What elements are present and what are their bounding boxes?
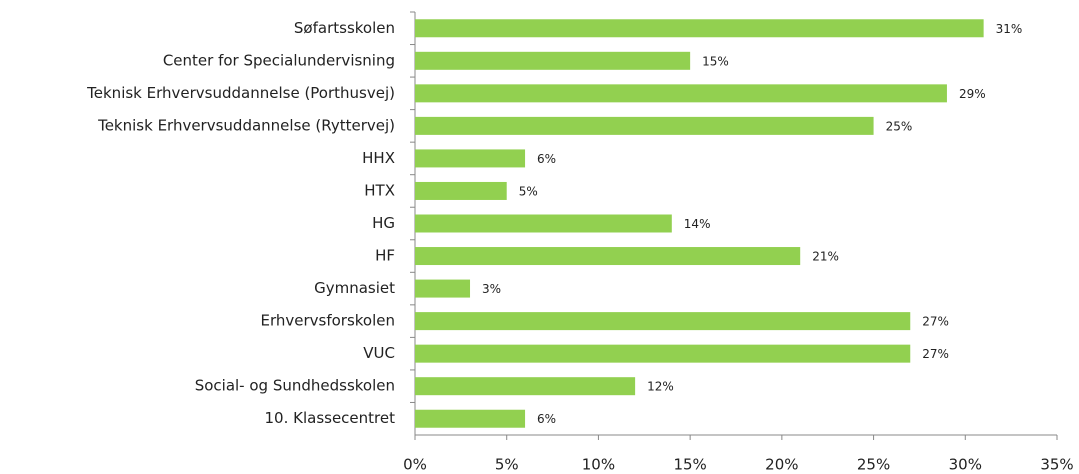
y-tick-label: Gymnasiet	[314, 279, 395, 297]
y-tick-label: HTX	[364, 181, 395, 199]
bar	[415, 19, 984, 38]
bar	[415, 214, 672, 233]
y-tick-label: HHX	[362, 149, 395, 167]
value-label: 21%	[812, 250, 839, 264]
value-label: 14%	[684, 217, 711, 231]
value-label: 27%	[922, 347, 949, 361]
bar	[415, 181, 507, 200]
y-tick-label: HG	[372, 214, 395, 232]
y-tick-label: Teknisk Erhvervsuddannelse (Porthusvej)	[86, 84, 395, 102]
value-label: 12%	[647, 380, 674, 394]
y-tick-label: Teknisk Erhvervsuddannelse (Ryttervej)	[97, 116, 395, 134]
x-tick-label: 10%	[582, 456, 615, 474]
value-label: 15%	[702, 54, 729, 68]
bar	[415, 247, 801, 266]
y-tick-label: Social- og Sundhedsskolen	[195, 377, 395, 395]
bar	[415, 344, 911, 363]
bar	[415, 51, 691, 70]
bar	[415, 312, 911, 331]
y-tick-label: Center for Specialundervisning	[163, 51, 395, 69]
value-label: 3%	[482, 282, 501, 296]
x-tick-label: 15%	[673, 456, 706, 474]
y-tick-label: 10. Klassecentret	[265, 409, 396, 427]
x-tick-label: 25%	[857, 456, 890, 474]
value-label: 25%	[886, 119, 913, 133]
bar	[415, 149, 526, 168]
value-label: 6%	[537, 412, 556, 426]
x-tick-label: 30%	[949, 456, 982, 474]
bar	[415, 377, 636, 396]
value-label: 29%	[959, 87, 986, 101]
y-tick-label: Søfartsskolen	[294, 19, 395, 37]
x-tick-label: 20%	[765, 456, 798, 474]
y-tick-label: HF	[375, 247, 395, 265]
x-tick-label: 35%	[1040, 456, 1073, 474]
value-label: 31%	[996, 22, 1023, 36]
y-tick-label: VUC	[363, 344, 395, 362]
value-label: 5%	[519, 184, 538, 198]
x-tick-label: 0%	[403, 456, 427, 474]
value-label: 6%	[537, 152, 556, 166]
value-label: 27%	[922, 315, 949, 329]
bar	[415, 116, 874, 135]
y-tick-label: Erhvervsforskolen	[260, 312, 395, 330]
bar	[415, 409, 526, 428]
x-tick-label: 5%	[495, 456, 519, 474]
bar	[415, 84, 947, 103]
bar	[415, 279, 471, 298]
